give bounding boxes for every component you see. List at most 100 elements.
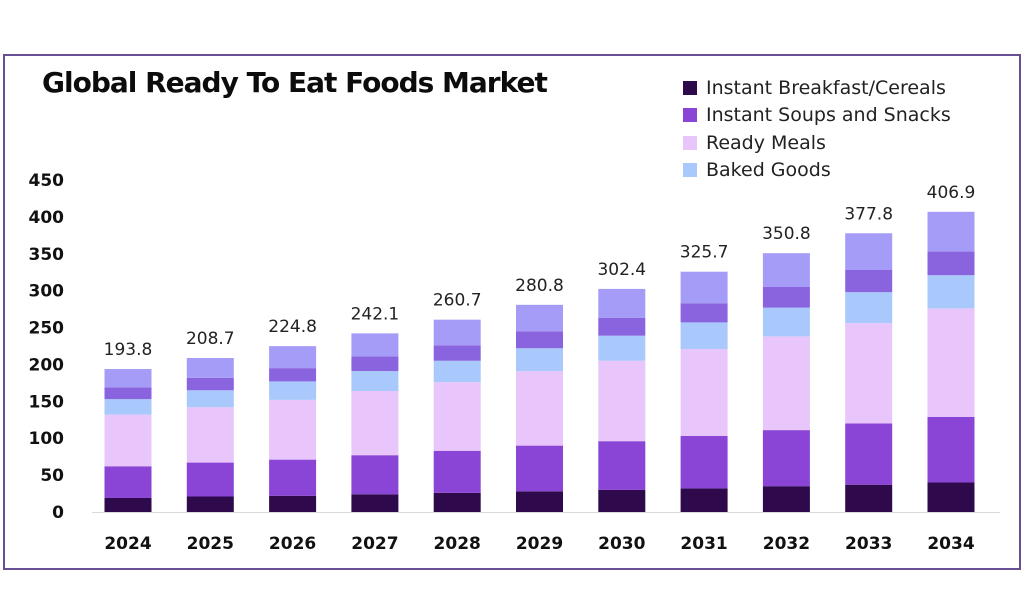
- x-tick-label: 2027: [351, 534, 398, 554]
- data-label-total: 350.8: [762, 224, 811, 244]
- bar-segment-2032-1: [762, 430, 810, 487]
- bar-segment-2034-4: [927, 251, 975, 276]
- bar-segment-2031-3: [680, 322, 728, 349]
- legend-swatch: [683, 108, 697, 123]
- y-tick-label: 350: [29, 245, 65, 265]
- x-tick-label: 2034: [927, 534, 974, 554]
- y-tick-label: 150: [29, 392, 65, 412]
- x-tick-label: 2025: [187, 534, 234, 554]
- bar-segment-2034-1: [927, 416, 975, 483]
- x-tick-label: 2029: [516, 534, 563, 554]
- bar-segment-2027-0: [351, 494, 399, 512]
- bar-segment-2028-5: [433, 319, 481, 346]
- bar-segment-2025-5: [186, 358, 234, 378]
- data-label-total: 224.8: [268, 317, 317, 337]
- bar-segment-2026-5: [269, 346, 317, 369]
- data-label-total: 280.8: [515, 276, 564, 296]
- x-tick-label: 2030: [598, 534, 645, 554]
- bar-segment-2030-5: [598, 288, 646, 318]
- bar-segment-2028-2: [433, 382, 481, 451]
- chart-title: Global Ready To Eat Foods Market: [42, 66, 548, 99]
- bar-segment-2024-0: [104, 497, 152, 512]
- x-tick-label: 2028: [434, 534, 481, 554]
- bar-segment-2029-3: [516, 348, 563, 372]
- legend-swatch: [683, 80, 697, 95]
- bar-segment-2026-3: [269, 381, 317, 400]
- bar-segment-2034-3: [927, 275, 975, 309]
- bar-segment-2024-3: [104, 399, 152, 415]
- bar-segment-2030-4: [598, 317, 646, 336]
- data-label-total: 302.4: [597, 260, 646, 280]
- bar-segment-2029-2: [516, 371, 563, 446]
- bar-segment-2025-3: [186, 390, 234, 408]
- bar-segment-2027-4: [351, 356, 399, 372]
- x-tick-label: 2033: [845, 534, 892, 554]
- bar-segment-2025-2: [186, 407, 234, 463]
- y-tick-label: 0: [52, 503, 64, 523]
- bar-segment-2027-2: [351, 391, 399, 456]
- bar-segment-2030-2: [598, 360, 646, 442]
- bar-segment-2024-4: [104, 387, 152, 400]
- bar-segment-2027-1: [351, 455, 399, 495]
- bar-segment-2024-1: [104, 466, 152, 498]
- data-label-total: 193.8: [104, 340, 153, 360]
- chart-frame: [3, 54, 1021, 570]
- bar-segment-2031-2: [680, 348, 728, 437]
- data-label-total: 242.1: [351, 304, 400, 324]
- data-label-total: 325.7: [680, 243, 729, 263]
- bar-segment-2033-0: [845, 484, 893, 512]
- legend-swatch: [683, 135, 697, 150]
- bar-segment-2026-0: [269, 495, 317, 512]
- y-tick-label: 200: [29, 355, 65, 375]
- bar-segment-2029-5: [516, 304, 563, 332]
- bar-segment-2031-4: [680, 303, 728, 323]
- legend-swatch: [683, 163, 697, 178]
- x-tick-label: 2031: [680, 534, 727, 554]
- bar-segment-2032-0: [762, 486, 810, 512]
- y-tick-label: 250: [29, 319, 65, 339]
- data-label-total: 377.8: [844, 204, 893, 224]
- bar-segment-2029-4: [516, 331, 563, 349]
- y-tick-label: 100: [29, 429, 65, 449]
- legend: Instant Breakfast/Cereals Instant Soups …: [683, 74, 951, 184]
- bar-segment-2024-5: [104, 369, 152, 388]
- data-label-total: 260.7: [433, 291, 482, 311]
- y-tick-label: 450: [29, 171, 65, 191]
- legend-label: Instant Soups and Snacks: [706, 104, 951, 127]
- bar-segment-2028-0: [433, 492, 481, 512]
- bar-segment-2025-4: [186, 377, 234, 391]
- bar-segment-2033-4: [845, 270, 893, 293]
- data-label-total: 406.9: [927, 183, 976, 203]
- bar-segment-2030-0: [598, 489, 646, 512]
- legend-label: Baked Goods: [706, 159, 831, 182]
- y-tick-label: 400: [29, 208, 65, 228]
- legend-item-baked-goods: Baked Goods: [683, 157, 951, 185]
- bar-segment-2032-2: [762, 336, 810, 431]
- bar-segment-2033-5: [845, 233, 893, 271]
- bar-segment-2026-4: [269, 368, 317, 382]
- bar-segment-2028-4: [433, 345, 481, 361]
- bar-segment-2027-3: [351, 371, 399, 392]
- bar-segment-2034-2: [927, 308, 975, 417]
- bar-segment-2026-2: [269, 399, 317, 460]
- bar-segment-2028-3: [433, 360, 481, 383]
- y-tick-label: 50: [40, 466, 64, 486]
- bar-segment-2031-1: [680, 436, 728, 489]
- bar-segment-2034-5: [927, 211, 975, 252]
- legend-item-instant-breakfast: Instant Breakfast/Cereals: [683, 74, 951, 102]
- bar-segment-2032-3: [762, 307, 810, 337]
- bar-segment-2031-5: [680, 271, 728, 304]
- bar-segment-2027-5: [351, 333, 399, 357]
- bar-segment-2033-3: [845, 292, 893, 324]
- legend-item-ready-meals: Ready Meals: [683, 129, 951, 157]
- bar-segment-2031-0: [680, 488, 728, 512]
- bar-segment-2032-5: [762, 253, 810, 287]
- bar-segment-2030-3: [598, 335, 646, 361]
- bar-segment-2029-1: [516, 445, 563, 492]
- x-tick-label: 2026: [269, 534, 316, 554]
- bar-segment-2032-4: [762, 286, 810, 308]
- bar-segment-2025-0: [186, 496, 234, 512]
- bar-segment-2034-0: [927, 482, 975, 512]
- y-tick-label: 300: [29, 282, 65, 302]
